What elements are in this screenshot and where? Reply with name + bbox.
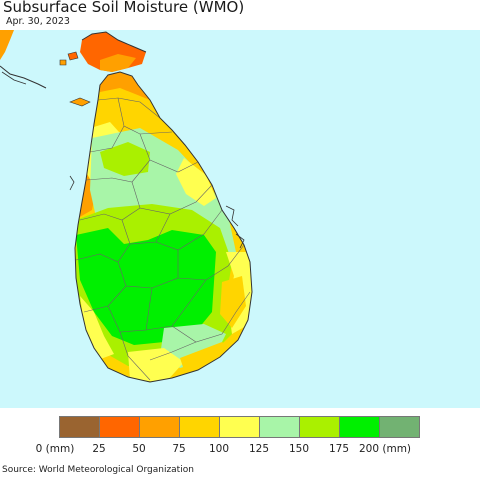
legend-swatch xyxy=(220,417,260,437)
legend-tick-label: 175 xyxy=(328,443,350,455)
district-boundary xyxy=(149,341,197,361)
district-boundary xyxy=(155,209,223,251)
soil-moisture-map xyxy=(0,30,480,408)
legend-swatch xyxy=(100,417,140,437)
jaffna-coast-line xyxy=(81,31,147,53)
legend-tick-label: 75 xyxy=(172,443,186,455)
legend-tick-label: 200 (mm) xyxy=(358,443,412,455)
legend-swatch xyxy=(180,417,220,437)
legend-swatch xyxy=(140,417,180,437)
legend-color-bar xyxy=(59,416,420,438)
district-boundary xyxy=(119,331,151,381)
district-boundary xyxy=(85,159,151,183)
lagoon-outline xyxy=(69,175,75,191)
island-mannar xyxy=(69,97,91,107)
ocean-area xyxy=(0,30,480,408)
district-boundary xyxy=(107,287,153,333)
legend-tick-label: 50 xyxy=(132,443,146,455)
legend-tick-label: 125 xyxy=(248,443,270,455)
island-delft xyxy=(59,59,67,66)
lagoon-outline xyxy=(225,205,239,227)
district-boundary xyxy=(75,243,131,263)
india-coast-line-2 xyxy=(1,71,27,85)
zone-east-yellow xyxy=(176,158,216,206)
zone-south-yellow xyxy=(128,348,184,382)
district-boundary xyxy=(121,213,171,245)
lagoon-outline xyxy=(235,233,245,249)
legend-tick-label: 100 xyxy=(208,443,230,455)
legend-tick-label: 150 xyxy=(288,443,310,455)
island-kayts xyxy=(67,51,79,61)
map-date: Apr. 30, 2023 xyxy=(6,16,70,27)
legend-swatch xyxy=(300,417,340,437)
legend-swatch xyxy=(60,417,100,437)
page-title: Subsurface Soil Moisture (WMO) xyxy=(3,0,245,16)
district-boundary xyxy=(117,97,173,135)
district-boundary xyxy=(97,97,161,119)
legend-swatch xyxy=(380,417,419,437)
zone-southeast-gold xyxy=(220,276,246,328)
legend-tick-label: 25 xyxy=(92,443,106,455)
district-boundary xyxy=(139,133,199,173)
india-landmass xyxy=(0,30,14,60)
district-boundary xyxy=(79,207,141,221)
district-boundary xyxy=(171,291,251,343)
district-boundary xyxy=(89,125,125,153)
india-coast-line xyxy=(0,65,47,89)
sri-lanka-coastline xyxy=(74,71,253,383)
zone-wet-bright-green xyxy=(76,228,216,345)
source-credit: Source: World Meteorological Organizatio… xyxy=(2,465,194,475)
zone-north-green xyxy=(100,142,150,176)
legend-tick-label: 0 (mm) xyxy=(35,443,75,455)
jaffna-inner-zone xyxy=(100,54,136,72)
legend-swatch xyxy=(260,417,300,437)
zone-south-gold xyxy=(180,342,238,376)
legend-swatch xyxy=(340,417,380,437)
district-boundary xyxy=(177,244,245,281)
